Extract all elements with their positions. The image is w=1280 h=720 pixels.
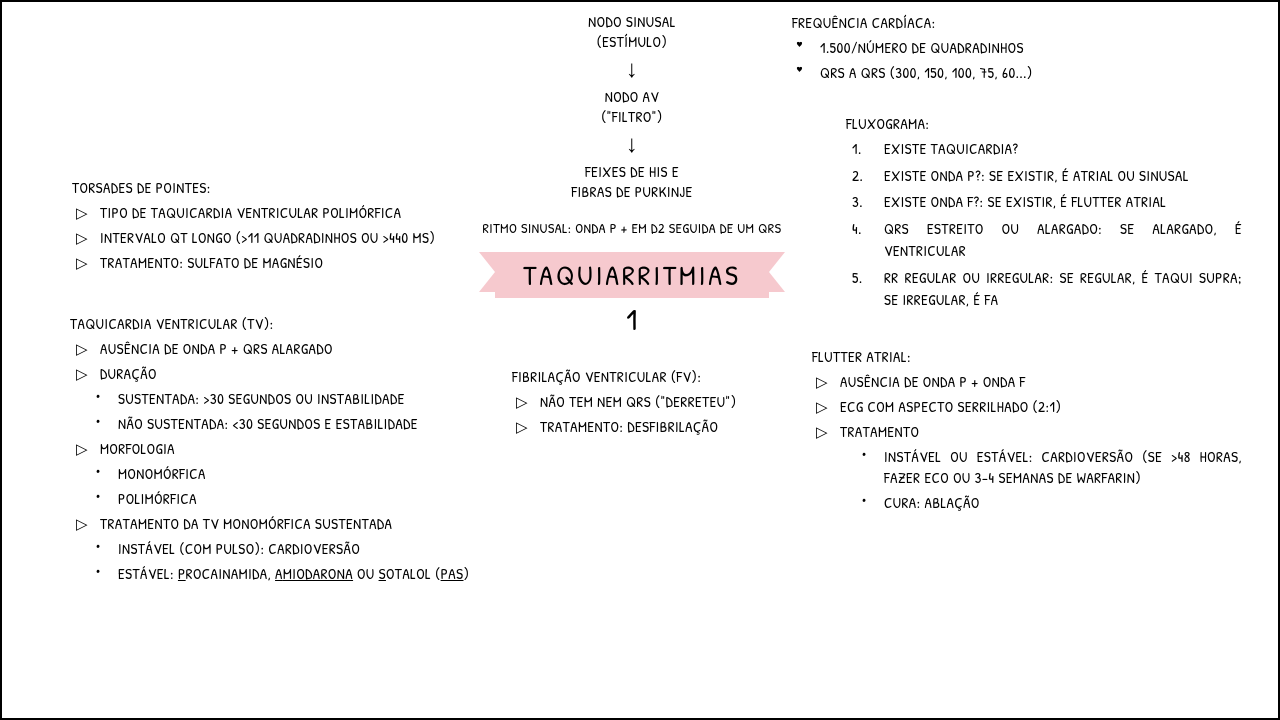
node-his: Feixes de His e Fibras de Purkinje [462,162,802,201]
list-item: Sustentada: >30 segundos ou instabilidad… [118,388,472,409]
text: S [379,563,386,584]
torsades-title: Torsades de Pointes: [72,177,472,198]
tv-treat-sub: Instável (com pulso): cardioversão Estáv… [72,538,472,584]
fv-title: Fibrilação Ventricular (FV): [512,366,802,387]
torsades-list: Tipo de taquicardia ventricular polimórf… [72,202,472,273]
list-item: Ausência de onda P + onda F [840,371,1242,392]
text: A [275,563,283,584]
list-item: Instável ou estável: cardioversão (se >4… [884,446,1242,488]
text: otalol ( [386,563,441,584]
text: rocainamida, [186,563,275,584]
list-item: QRS estreito ou alargado: se alargado, é… [884,218,1242,263]
text: ) [464,563,470,584]
text: P [178,563,186,584]
list-item: Tipo de taquicardia ventricular polimórf… [100,202,472,223]
flutter-treat-sub: Instável ou estável: cardioversão (se >4… [812,446,1242,513]
list-item: Intervalo QT longo (>11 quadradinhos ou … [100,227,472,248]
list-item: Tratamento da TV monomórfica sustentada [100,513,472,534]
text: Fibras de Purkinje [462,182,802,202]
node-av: Nodo AV ("Filtro") [462,87,802,126]
list-item: Duração [100,363,472,384]
tv-morph-sub: Monomórfica Polimórfica [72,463,472,509]
center-column: Nodo Sinusal (Estímulo) ↓ Nodo AV ("Filt… [462,12,802,463]
list-item: RR regular ou irregular: se regular, é t… [884,267,1242,312]
list-item: Não tem nem QRS ("derreteu") [540,391,802,412]
list-item: Estável: Procainamida, Amiodarona ou Sot… [118,563,472,584]
list-item: Existe onda P?: se existir, é atrial ou … [884,165,1242,188]
arrow-down-icon: ↓ [462,57,802,81]
text: PAS [441,563,464,584]
fv-list: Não tem nem QRS ("derreteu") Tratamento:… [512,391,802,437]
text: (Estímulo) [462,32,802,52]
list-item: 1.500/número de quadradinhos [820,37,1242,58]
list-item: Instável (com pulso): cardioversão [118,538,472,559]
list-item: Não sustentada: <30 segundos e estabilid… [118,413,472,434]
list-item: Morfologia [100,438,472,459]
fluxo-list: Existe taquicardia? Existe onda P?: se e… [846,138,1242,312]
list-item: Cura: ablação [884,492,1242,513]
fluxo-section: Fluxograma: Existe taquicardia? Existe o… [792,113,1242,312]
list-item: Tratamento: sulfato de magnésio [100,252,472,273]
fluxo-title: Fluxograma: [846,113,1242,134]
tv-section: Taquicardia Ventricular (TV): Ausência d… [72,313,472,584]
left-column: Torsades de Pointes: Tipo de taquicardia… [72,177,472,610]
list-item: Ausência de onda P + QRS alargado [100,338,472,359]
list-item: Existe taquicardia? [884,138,1242,161]
fv-section: Fibrilação Ventricular (FV): Não tem nem… [462,366,802,437]
text: Nodo Sinusal [462,12,802,32]
text: ("Filtro") [462,107,802,127]
text: Estável: [118,563,178,584]
flutter-title: Flutter Atrial: [812,346,1242,367]
tv-list: Ausência de onda P + QRS alargado Duraçã… [72,338,472,384]
flutter-list: Ausência de onda P + onda F ECG com aspe… [812,371,1242,442]
right-column: Frequência Cardíaca: 1.500/número de qua… [792,12,1242,539]
flutter-section: Flutter Atrial: Ausência de onda P + ond… [792,346,1242,513]
text: ou [353,563,379,584]
tv-list-2: Morfologia [72,438,472,459]
text: miodarona [283,563,353,584]
list-item: Monomórfica [118,463,472,484]
tv-duration-sub: Sustentada: >30 segundos ou instabilidad… [72,388,472,434]
fc-title: Frequência Cardíaca: [792,12,1242,33]
page-number: 1 [462,300,802,340]
torsades-section: Torsades de Pointes: Tipo de taquicardia… [72,177,472,273]
fc-list: 1.500/número de quadradinhos QRS a QRS (… [792,37,1242,83]
fc-section: Frequência Cardíaca: 1.500/número de qua… [792,12,1242,83]
text: Nodo AV [462,87,802,107]
node-sinusal: Nodo Sinusal (Estímulo) [462,12,802,51]
list-item: QRS a QRS (300, 150, 100, 75, 60...) [820,62,1242,83]
text: Feixes de His e [462,162,802,182]
list-item: ECG com aspecto serrilhado (2:1) [840,396,1242,417]
title-banner: Taquiarritmias [462,238,802,298]
tv-title: Taquicardia Ventricular (TV): [70,313,472,334]
tv-list-3: Tratamento da TV monomórfica sustentada [72,513,472,534]
list-item: Tratamento: desfibrilação [540,416,802,437]
list-item: Tratamento [840,421,1242,442]
list-item: Existe onda F?: se existir, é flutter at… [884,191,1242,214]
banner-text: Taquiarritmias [495,252,769,298]
arrow-down-icon: ↓ [462,132,802,156]
ritmo-sinusal: Ritmo sinusal: onda P + em D2 seguida de… [462,219,802,238]
list-item: Polimórfica [118,488,472,509]
